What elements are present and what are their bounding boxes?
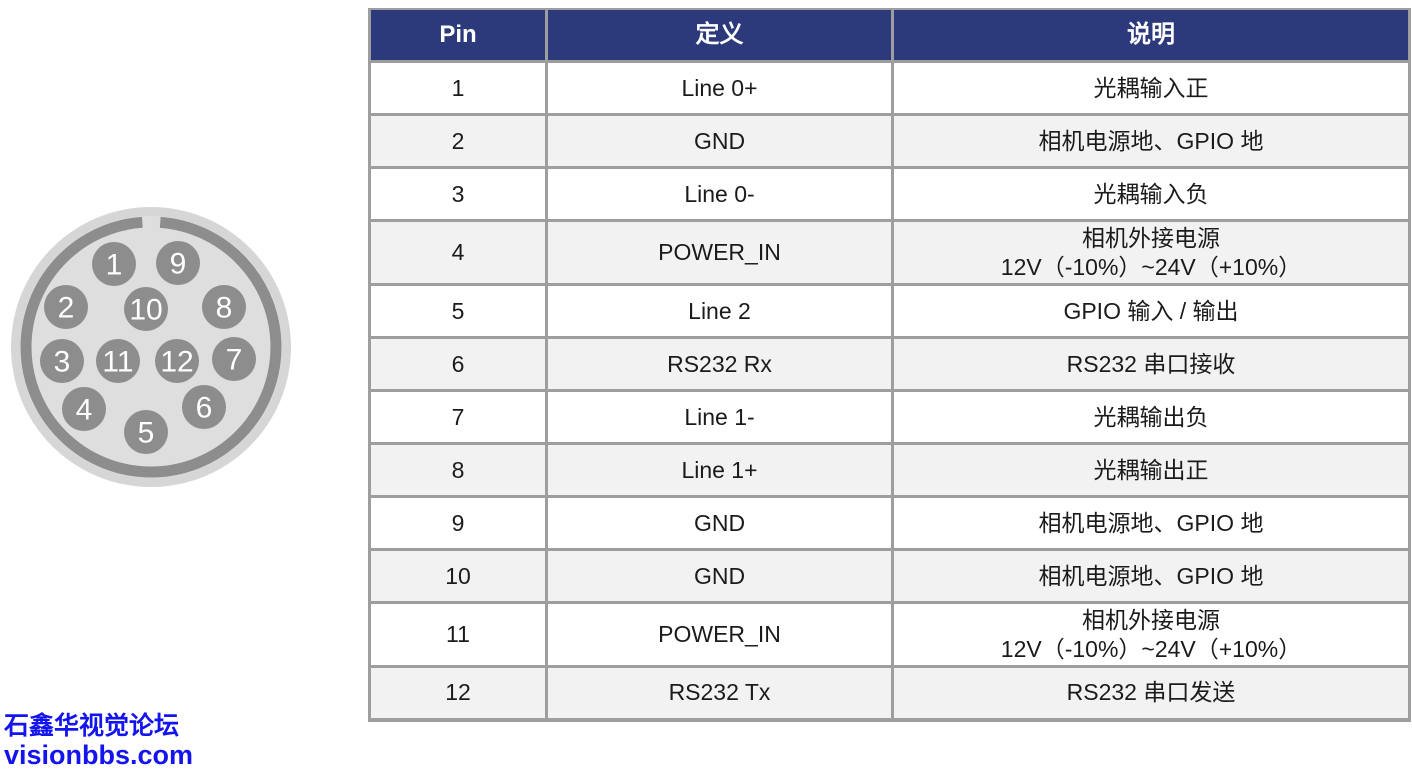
cell-description: RS232 串口接收: [891, 336, 1411, 392]
table-row: 12 RS232 Tx RS232 串口发送: [368, 665, 1411, 722]
cell-description: 相机电源地、GPIO 地: [891, 495, 1411, 551]
pin-number: 5: [138, 417, 155, 450]
cell-pin: 10: [368, 548, 548, 604]
header-definition: 定义: [545, 8, 894, 63]
pin-number: 9: [170, 248, 187, 281]
connector-pin-5: 5: [124, 410, 168, 454]
description-line: 相机电源地、GPIO 地: [1038, 127, 1264, 154]
connector-keying-ring: [20, 216, 282, 478]
description-line: 光耦输出正: [1093, 456, 1209, 483]
table-row: 7 Line 1- 光耦输出负: [368, 389, 1411, 445]
cell-definition: Line 1-: [545, 389, 894, 445]
cell-definition: POWER_IN: [545, 601, 894, 668]
cell-pin: 3: [368, 166, 548, 222]
cell-description: RS232 串口发送: [891, 665, 1411, 722]
connector-pin-9: 9: [156, 241, 200, 285]
cell-pin: 6: [368, 336, 548, 392]
description-line: 光耦输出负: [1093, 403, 1209, 430]
connector-pin-4: 4: [62, 387, 106, 431]
connector-pin-7: 7: [212, 337, 256, 381]
cell-description: 相机外接电源 12V（-10%）~24V（+10%）: [891, 601, 1411, 668]
table-row: 8 Line 1+ 光耦输出正: [368, 442, 1411, 498]
cell-pin: 5: [368, 283, 548, 339]
cell-description: 光耦输出正: [891, 442, 1411, 498]
cell-description: 光耦输入负: [891, 166, 1411, 222]
cell-definition: Line 2: [545, 283, 894, 339]
description-line: GPIO 输入 / 输出: [1063, 297, 1239, 324]
watermark-site-url: visionbbs.com: [4, 740, 194, 770]
pin-number: 3: [54, 346, 71, 379]
cell-pin: 8: [368, 442, 548, 498]
connector-pin-2: 2: [44, 285, 88, 329]
description-line: 光耦输入负: [1093, 180, 1209, 207]
cell-pin: 2: [368, 113, 548, 169]
pin-number: 7: [226, 344, 243, 377]
pin-number: 12: [160, 346, 193, 379]
header-description: 说明: [891, 8, 1411, 63]
cell-pin: 11: [368, 601, 548, 668]
cell-definition: GND: [545, 548, 894, 604]
cell-description: 相机外接电源 12V（-10%）~24V（+10%）: [891, 219, 1411, 286]
cell-definition: RS232 Rx: [545, 336, 894, 392]
header-pin: Pin: [368, 8, 548, 63]
cell-description: GPIO 输入 / 输出: [891, 283, 1411, 339]
cell-pin: 4: [368, 219, 548, 286]
description-line: 相机外接电源: [1082, 606, 1220, 633]
table-row: 3 Line 0- 光耦输入负: [368, 166, 1411, 222]
connector-pin-12: 12: [155, 339, 199, 383]
cell-pin: 12: [368, 665, 548, 722]
table-row: 2 GND 相机电源地、GPIO 地: [368, 113, 1411, 169]
cell-definition: GND: [545, 495, 894, 551]
watermark: 石鑫华视觉论坛 visionbbs.com: [4, 712, 193, 770]
table-row: 6 RS232 Rx RS232 串口接收: [368, 336, 1411, 392]
connector-pin-8: 8: [202, 285, 246, 329]
description-line: 光耦输入正: [1093, 74, 1209, 101]
description-line: 12V（-10%）~24V（+10%）: [1000, 253, 1302, 280]
connector-pin-10: 10: [124, 287, 168, 331]
table-row: 4 POWER_IN 相机外接电源 12V（-10%）~24V（+10%）: [368, 219, 1411, 286]
cell-definition: RS232 Tx: [545, 665, 894, 722]
cell-description: 相机电源地、GPIO 地: [891, 113, 1411, 169]
cell-description: 相机电源地、GPIO 地: [891, 548, 1411, 604]
table-row: 5 Line 2 GPIO 输入 / 输出: [368, 283, 1411, 339]
connector-diagram: 1 9 2 10 8 3 1: [10, 206, 292, 488]
cell-definition: Line 0+: [545, 60, 894, 116]
pin-number: 1: [106, 249, 123, 282]
cell-definition: Line 0-: [545, 166, 894, 222]
cell-description: 光耦输出负: [891, 389, 1411, 445]
table-header-row: Pin 定义 说明: [368, 8, 1411, 63]
description-line: 12V（-10%）~24V（+10%）: [1000, 635, 1302, 662]
cell-definition: GND: [545, 113, 894, 169]
table-row: 11 POWER_IN 相机外接电源 12V（-10%）~24V（+10%）: [368, 601, 1411, 668]
cell-definition: POWER_IN: [545, 219, 894, 286]
pin-number: 2: [58, 292, 75, 325]
cell-pin: 7: [368, 389, 548, 445]
pin-number: 6: [196, 392, 213, 425]
cell-pin: 9: [368, 495, 548, 551]
pin-number: 11: [102, 346, 133, 379]
description-line: 相机电源地、GPIO 地: [1038, 509, 1264, 536]
pin-number: 10: [129, 294, 162, 327]
table-row: 9 GND 相机电源地、GPIO 地: [368, 495, 1411, 551]
connector-pin-3: 3: [40, 339, 84, 383]
cell-definition: Line 1+: [545, 442, 894, 498]
cell-description: 光耦输入正: [891, 60, 1411, 116]
connector-svg: 1 9 2 10 8 3 1: [11, 207, 291, 487]
description-line: 相机电源地、GPIO 地: [1038, 562, 1264, 589]
pinout-table: Pin 定义 说明 1 Line 0+ 光耦输入正 2 GND 相机电源地、GP…: [368, 8, 1411, 722]
cell-pin: 1: [368, 60, 548, 116]
connector-pin-6: 6: [182, 385, 226, 429]
watermark-site-name: 石鑫华视觉论坛: [4, 712, 180, 740]
connector-pin-11: 11: [96, 339, 140, 383]
connector-pin-1: 1: [92, 242, 136, 286]
description-line: 相机外接电源: [1082, 224, 1220, 251]
description-line: RS232 串口接收: [1066, 350, 1236, 377]
description-line: RS232 串口发送: [1066, 679, 1236, 706]
pin-number: 8: [216, 292, 233, 325]
pin-number: 4: [76, 394, 93, 427]
table-row: 1 Line 0+ 光耦输入正: [368, 60, 1411, 116]
table-row: 10 GND 相机电源地、GPIO 地: [368, 548, 1411, 604]
